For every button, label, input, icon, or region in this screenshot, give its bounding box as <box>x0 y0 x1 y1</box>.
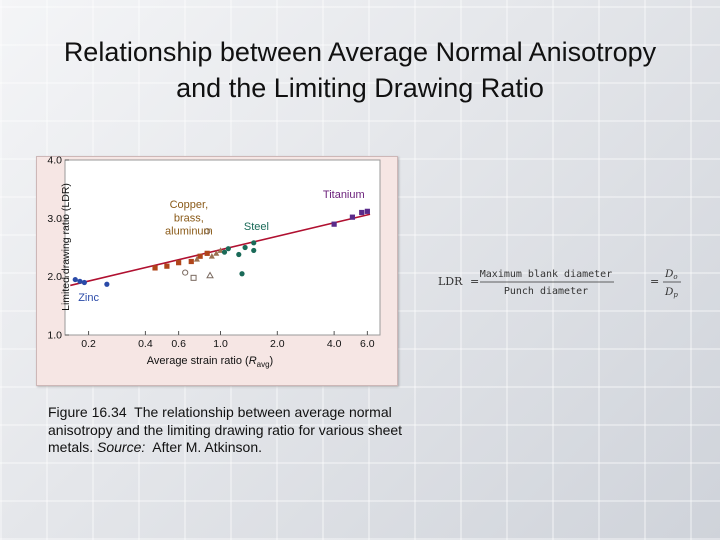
x-tick-label: 0.6 <box>171 338 186 350</box>
data-point <box>204 228 211 235</box>
data-point <box>359 209 365 216</box>
chart-annotation: brass, <box>174 212 204 224</box>
y-tick-label: 4.0 <box>47 156 62 167</box>
formula-rhs-denominator-symbol: D <box>664 286 674 298</box>
data-point <box>364 208 370 214</box>
x-tick-label: 0.2 <box>81 338 96 350</box>
caption-figure-label: Figure 16.34 <box>48 404 127 420</box>
ldr-formula: LDR = Maximum blank diameter Punch diame… <box>438 268 681 299</box>
x-tick-label: 6.0 <box>360 338 375 350</box>
data-points <box>72 208 370 287</box>
plot-area <box>64 159 381 336</box>
slide-title: Relationship between Average Normal Anis… <box>20 34 700 106</box>
x-axis-label-prefix: Average strain ratio ( <box>147 355 249 367</box>
data-point <box>104 281 110 287</box>
formula-lhs: LDR <box>438 275 463 288</box>
data-point <box>81 279 87 286</box>
data-point <box>72 276 78 283</box>
data-point <box>251 247 257 254</box>
x-axis-label-symbol: R <box>249 355 257 367</box>
x-axis-label-suffix: ) <box>270 355 274 367</box>
formula-equals-1: = <box>470 275 479 288</box>
data-point <box>193 255 200 262</box>
tick-labels: 1.0 2.0 3.0 4.0 0.2 0.4 0.6 1.0 2.0 4.0 6.0 <box>47 156 374 350</box>
x-tick-label: 0.4 <box>138 338 153 350</box>
chart-annotation: Copper, <box>170 199 209 211</box>
data-point <box>164 263 170 269</box>
data-point <box>217 247 224 253</box>
formula-equals-2: = <box>650 275 659 288</box>
data-point <box>182 269 189 276</box>
data-point <box>242 244 248 251</box>
chart-annotation: aluminum <box>165 226 213 238</box>
chart-annotation: Zinc <box>78 292 99 304</box>
chart-annotation: Steel <box>244 221 269 233</box>
data-point <box>236 251 242 258</box>
data-point <box>349 214 356 220</box>
x-tick-label: 1.0 <box>213 338 228 350</box>
chart-annotations: Titanium Copper,brass, aluminum Steel Zinc <box>78 189 364 304</box>
y-tick-label: 3.0 <box>47 213 62 225</box>
data-point <box>251 240 257 246</box>
caption-source-label: Source: <box>97 439 146 455</box>
data-point <box>152 265 158 271</box>
x-axis-label-subscript: avg <box>257 360 270 369</box>
formula-rhs-numerator: Do <box>664 268 678 281</box>
chart-ticks <box>65 159 368 336</box>
formula-denominator: Punch diameter <box>504 286 588 297</box>
data-point <box>204 250 210 256</box>
formula-numerator: Maximum blank diameter <box>480 269 612 280</box>
y-tick-label: 1.0 <box>47 330 62 342</box>
data-point <box>208 253 215 259</box>
formula-rhs-denominator-sub: p <box>673 291 678 299</box>
data-point <box>197 253 203 259</box>
figure-caption: Figure 16.34 The relationship between av… <box>48 404 408 457</box>
data-point <box>176 260 182 266</box>
y-tick-label: 2.0 <box>47 271 62 283</box>
data-point <box>190 274 197 281</box>
formula-rhs-denominator: Dp <box>664 286 678 299</box>
chart-annotation: Titanium <box>323 189 365 201</box>
x-axis-label: Average strain ratio (Ravg) <box>147 355 273 369</box>
data-point <box>221 249 228 255</box>
data-point <box>213 250 220 256</box>
x-tick-label: 4.0 <box>327 338 342 350</box>
y-axis-label: Limited drawing ratio (LDR) <box>60 183 72 311</box>
formula-rhs-numerator-symbol: D <box>664 268 674 280</box>
data-point <box>77 278 83 284</box>
slide-title-line-1: Relationship between Average Normal Anis… <box>63 37 657 67</box>
ldr-scatter-chart: Titanium Copper,brass, aluminum Steel Zinc 1… <box>47 156 381 369</box>
x-tick-label: 2.0 <box>270 338 285 350</box>
data-point <box>239 271 245 277</box>
slide-title-line-2: and the Limiting Drawing Ratio <box>176 73 544 103</box>
data-point <box>331 221 337 227</box>
data-point <box>188 258 194 265</box>
data-point <box>225 246 231 252</box>
caption-source-text: After M. Atkinson. <box>152 439 262 455</box>
caption-text: The relationship between average normal … <box>48 404 403 455</box>
formula-rhs-numerator-sub: o <box>673 273 677 281</box>
data-point <box>206 271 214 279</box>
